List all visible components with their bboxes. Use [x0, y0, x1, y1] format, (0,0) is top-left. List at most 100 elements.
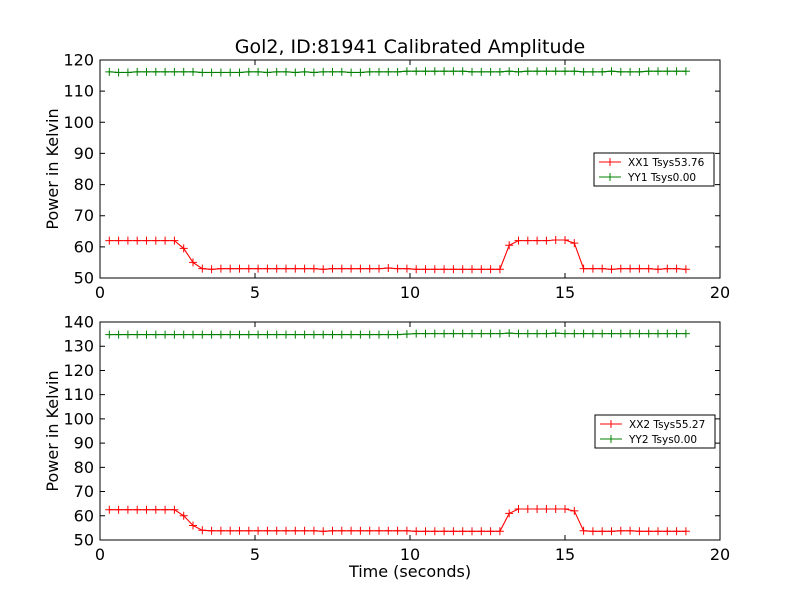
data-point: [161, 67, 170, 76]
data-point: [412, 67, 421, 76]
data-point: [375, 67, 383, 76]
data-point: [635, 527, 644, 536]
x-tick-label: 0: [95, 545, 105, 564]
data-point: [579, 67, 588, 76]
data-point: [616, 264, 625, 273]
x-tick-label: 15: [555, 545, 575, 564]
data-point: [170, 505, 179, 514]
data-point: [421, 265, 430, 274]
x-tick-label: 10: [400, 545, 420, 564]
data-point: [356, 526, 365, 535]
data-point: [505, 67, 514, 76]
data-point: [309, 68, 318, 77]
x-tick-label: 20: [710, 283, 730, 302]
data-point: [291, 526, 300, 535]
y-axis-label: Power in Kelvin: [43, 370, 62, 491]
y-tick-label: 110: [63, 82, 94, 101]
data-point: [384, 264, 393, 273]
data-point: [151, 505, 160, 514]
data-point: [105, 330, 114, 339]
data-point: [189, 521, 197, 530]
data-point: [114, 505, 123, 514]
subplot-2: 0 5 10 15 20 50 60 70 80 90 100 110 120 130 140 Power i…: [43, 313, 730, 582]
data-point: [542, 329, 551, 338]
data-point: [495, 265, 504, 274]
x-axis-label: Time (seconds): [348, 562, 471, 581]
series-2: [105, 67, 690, 77]
data-point: [384, 67, 393, 76]
data-point: [579, 264, 588, 273]
data-point: [365, 264, 374, 273]
data-point: [681, 527, 690, 536]
data-point: [123, 505, 132, 514]
data-point: [179, 330, 188, 339]
legend: XX2 Tsys55.27 YY2 Tsys0.00: [594, 414, 716, 449]
data-point: [663, 67, 672, 76]
data-point: [207, 68, 216, 77]
data-point: [421, 329, 430, 338]
data-point: [477, 527, 486, 536]
data-point: [672, 329, 681, 338]
data-point: [393, 526, 402, 535]
data-point: [440, 67, 449, 76]
data-point: [142, 236, 151, 245]
legend-marker: [607, 435, 615, 443]
legend-label: YY1 Tsys0.00: [627, 172, 696, 184]
y-tick-label: 60: [74, 506, 94, 525]
data-point: [616, 329, 625, 338]
data-point: [468, 67, 476, 76]
data-point: [319, 265, 328, 274]
data-point: [402, 67, 411, 76]
data-point: [282, 264, 290, 273]
data-point: [495, 67, 504, 76]
x-tick-label: 15: [555, 283, 575, 302]
data-point: [477, 329, 486, 338]
data-point: [114, 330, 123, 339]
data-point: [328, 526, 337, 535]
data-point: [263, 330, 272, 339]
data-point: [272, 526, 281, 535]
data-point: [449, 265, 458, 274]
data-point: [365, 526, 374, 535]
data-point: [486, 265, 495, 274]
data-point: [588, 264, 597, 273]
data-point: [681, 265, 690, 274]
data-point: [607, 527, 616, 536]
legend-label: XX2 Tsys55.27: [629, 419, 705, 431]
data-point: [347, 68, 356, 77]
data-point: [123, 330, 132, 339]
data-point: [551, 236, 560, 245]
data-point: [495, 329, 504, 338]
data-point: [626, 526, 635, 535]
data-point: [272, 330, 281, 339]
data-point: [588, 527, 597, 536]
data-point: [356, 68, 365, 77]
data-point: [430, 67, 439, 76]
data-point: [579, 329, 588, 338]
data-point: [189, 258, 197, 267]
data-point: [235, 330, 244, 339]
y-tick-label: 70: [74, 482, 94, 501]
data-point: [440, 265, 449, 274]
legend-marker: [606, 158, 614, 166]
data-point: [430, 329, 439, 338]
data-point: [579, 526, 588, 535]
data-point: [430, 265, 439, 274]
data-point: [570, 67, 579, 76]
data-point: [161, 330, 170, 339]
data-point: [161, 505, 170, 514]
data-point: [561, 67, 569, 76]
legend-marker: [607, 420, 615, 428]
data-point: [644, 527, 653, 536]
data-point: [486, 67, 495, 76]
data-point: [291, 264, 300, 273]
data-point: [440, 329, 449, 338]
data-point: [216, 330, 225, 339]
y-tick-label: 50: [74, 531, 94, 550]
data-point: [561, 504, 569, 513]
data-point: [133, 67, 142, 76]
data-point: [114, 236, 123, 245]
y-tick-label: 60: [74, 237, 94, 256]
data-point: [179, 67, 188, 76]
